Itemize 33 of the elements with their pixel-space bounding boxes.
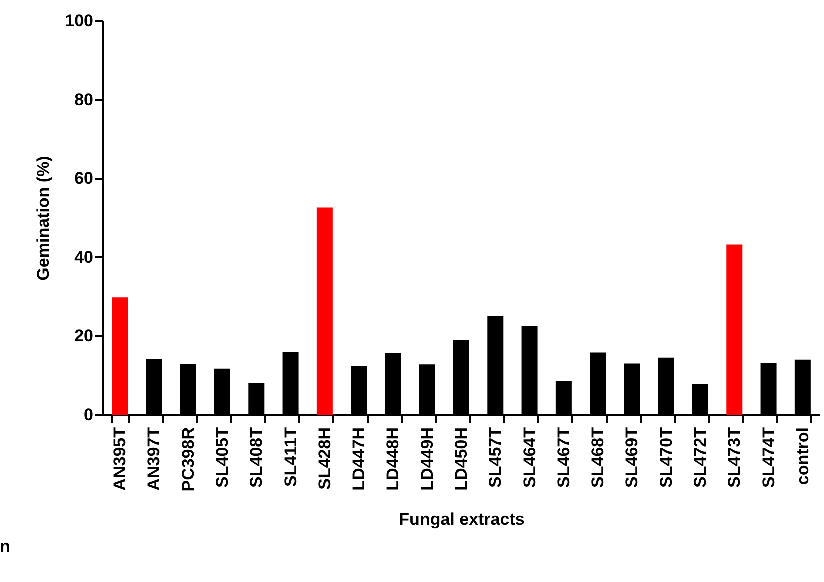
x-tick-label: SL474T (759, 426, 778, 488)
x-tick-label: SL408T (247, 426, 266, 488)
y-tick-label: 40 (74, 248, 94, 267)
y-tick-label: 100 (65, 12, 94, 30)
x-tick-label: SL467T (554, 426, 574, 488)
text: n (0, 537, 10, 556)
bar (112, 298, 128, 415)
x-tick-label: SL469T (622, 426, 642, 488)
x-tick-label: SL457T (486, 426, 506, 488)
x-tick-label: SL473T (725, 426, 744, 488)
y-tick-label: 80 (74, 90, 94, 110)
x-tick-label: SL428H (315, 428, 334, 490)
x-tick-label: LD448H (384, 428, 403, 491)
y-tick-label: 20 (74, 326, 94, 346)
x-tick-label: SL405T (213, 426, 232, 488)
x-tick-label: PC398R (178, 428, 198, 492)
x-tick-label: SL411T (281, 426, 300, 488)
x-tick-label: AN397T (144, 426, 164, 491)
y-tick-label: 0 (84, 406, 94, 424)
x-tick-label: SL468T (588, 426, 608, 488)
bar (316, 208, 333, 415)
bar (726, 244, 743, 415)
y-axis-title: Gemination (%) (34, 156, 54, 281)
x-tick-label: LD449H (418, 428, 437, 491)
x-tick-label: SL464T (520, 426, 540, 488)
x-tick-label: LD447H (350, 428, 369, 491)
x-axis-title: Fungal extracts (399, 510, 525, 529)
x-tick-label: control (793, 428, 812, 486)
x-tick-label: SL470T (656, 426, 676, 488)
y-tick-label: 60 (74, 169, 94, 188)
x-tick-label: LD450H (452, 428, 471, 491)
x-tick-label: SL472T (691, 426, 710, 488)
x-tick-label: AN395T (110, 426, 130, 491)
